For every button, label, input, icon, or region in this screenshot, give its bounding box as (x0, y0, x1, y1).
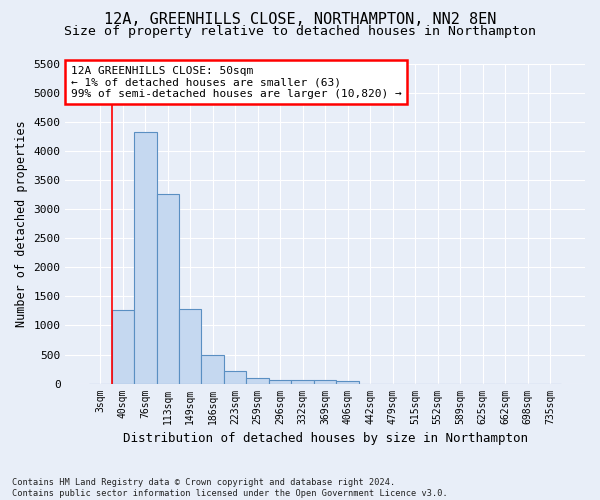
Text: 12A, GREENHILLS CLOSE, NORTHAMPTON, NN2 8EN: 12A, GREENHILLS CLOSE, NORTHAMPTON, NN2 … (104, 12, 496, 28)
Bar (269, 380, 292, 384)
Bar (247, 378, 269, 384)
Bar (157, 194, 179, 384)
Bar (337, 380, 359, 384)
Bar (179, 309, 202, 384)
Bar (112, 310, 134, 384)
Bar (292, 380, 314, 384)
Bar (134, 132, 157, 384)
Text: 12A GREENHILLS CLOSE: 50sqm
← 1% of detached houses are smaller (63)
99% of semi: 12A GREENHILLS CLOSE: 50sqm ← 1% of deta… (71, 66, 401, 99)
Text: Contains HM Land Registry data © Crown copyright and database right 2024.
Contai: Contains HM Land Registry data © Crown c… (12, 478, 448, 498)
X-axis label: Distribution of detached houses by size in Northampton: Distribution of detached houses by size … (123, 432, 528, 445)
Text: Size of property relative to detached houses in Northampton: Size of property relative to detached ho… (64, 25, 536, 38)
Bar (202, 355, 224, 384)
Bar (314, 380, 337, 384)
Y-axis label: Number of detached properties: Number of detached properties (15, 120, 28, 327)
Bar (224, 371, 247, 384)
